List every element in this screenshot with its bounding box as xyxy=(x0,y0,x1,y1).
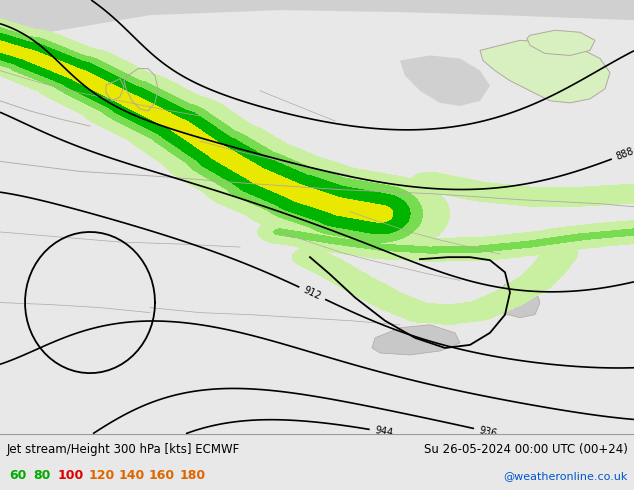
Text: 120: 120 xyxy=(88,469,114,483)
Text: 912: 912 xyxy=(302,285,323,302)
Text: 944: 944 xyxy=(374,425,394,439)
Text: 140: 140 xyxy=(119,469,145,483)
Text: Su 26-05-2024 00:00 UTC (00+24): Su 26-05-2024 00:00 UTC (00+24) xyxy=(424,443,628,456)
Polygon shape xyxy=(400,55,490,106)
Text: 888: 888 xyxy=(615,146,634,162)
Text: Jet stream/Height 300 hPa [kts] ECMWF: Jet stream/Height 300 hPa [kts] ECMWF xyxy=(6,443,240,456)
Polygon shape xyxy=(527,30,595,55)
Text: 180: 180 xyxy=(179,469,205,483)
Polygon shape xyxy=(372,325,460,355)
Polygon shape xyxy=(0,0,634,40)
Polygon shape xyxy=(480,40,610,103)
Text: 160: 160 xyxy=(149,469,175,483)
Polygon shape xyxy=(496,280,540,318)
Text: 60: 60 xyxy=(10,469,27,483)
Text: 100: 100 xyxy=(58,469,84,483)
Text: @weatheronline.co.uk: @weatheronline.co.uk xyxy=(503,471,628,481)
Text: 936: 936 xyxy=(478,425,498,439)
Text: 80: 80 xyxy=(34,469,51,483)
